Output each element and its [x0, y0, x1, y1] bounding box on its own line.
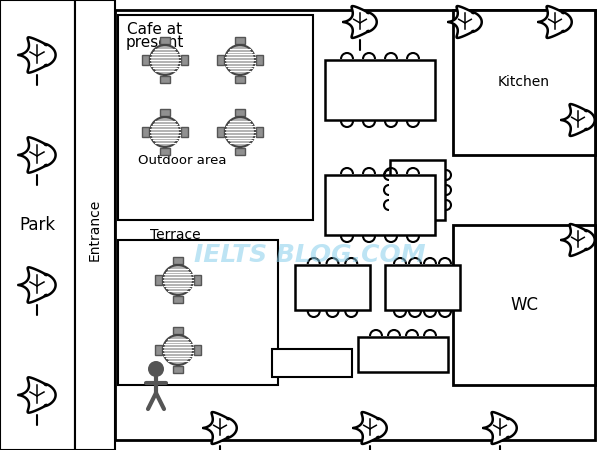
Bar	[155, 345, 162, 355]
Polygon shape	[19, 267, 56, 303]
Bar	[75, 0, 115, 450]
Bar	[358, 337, 448, 372]
Text: Terrace: Terrace	[149, 228, 200, 242]
Circle shape	[225, 45, 255, 75]
Bar	[118, 240, 278, 385]
Bar	[325, 175, 435, 235]
Bar	[235, 76, 245, 83]
Bar	[295, 265, 370, 310]
Bar	[385, 265, 460, 310]
Circle shape	[150, 117, 180, 147]
Bar	[256, 55, 263, 65]
Bar	[235, 109, 245, 116]
Bar	[194, 275, 201, 285]
Text: Cafe at: Cafe at	[127, 22, 182, 37]
Polygon shape	[203, 412, 237, 444]
Polygon shape	[448, 6, 482, 38]
Bar	[160, 109, 170, 116]
Bar	[173, 296, 183, 303]
Text: present: present	[126, 35, 184, 50]
Bar	[181, 127, 188, 137]
Polygon shape	[538, 6, 572, 38]
Bar	[453, 225, 595, 385]
Bar	[390, 160, 445, 220]
Bar	[142, 127, 149, 137]
Bar	[115, 10, 595, 440]
Polygon shape	[19, 137, 56, 173]
Bar	[325, 60, 435, 120]
Circle shape	[163, 335, 193, 365]
Bar	[173, 327, 183, 334]
Bar	[173, 366, 183, 373]
Circle shape	[148, 361, 164, 377]
Bar	[160, 148, 170, 155]
Bar	[0, 0, 75, 450]
Text: WC: WC	[510, 296, 538, 314]
Bar	[155, 275, 162, 285]
Polygon shape	[343, 6, 377, 38]
Polygon shape	[561, 224, 595, 256]
Text: Park: Park	[19, 216, 55, 234]
Polygon shape	[19, 37, 56, 73]
Bar	[142, 55, 149, 65]
Bar	[194, 345, 201, 355]
Polygon shape	[353, 412, 387, 444]
Text: IELTS BLOG.COM: IELTS BLOG.COM	[194, 243, 426, 267]
Bar	[160, 76, 170, 83]
Text: Cashier: Cashier	[292, 358, 332, 368]
Polygon shape	[19, 377, 56, 413]
Bar	[272, 349, 352, 377]
Polygon shape	[561, 104, 595, 136]
Bar	[235, 148, 245, 155]
Bar	[256, 127, 263, 137]
Polygon shape	[483, 412, 517, 444]
Text: Entrance: Entrance	[88, 199, 102, 261]
Bar	[235, 37, 245, 44]
Bar	[181, 55, 188, 65]
Circle shape	[225, 117, 255, 147]
Bar	[118, 15, 313, 220]
Circle shape	[150, 45, 180, 75]
Bar	[173, 257, 183, 264]
Text: Kitchen: Kitchen	[498, 76, 550, 90]
Circle shape	[163, 265, 193, 295]
Bar	[453, 10, 595, 155]
Text: Outdoor area: Outdoor area	[138, 153, 226, 166]
Bar	[217, 127, 224, 137]
Bar	[217, 55, 224, 65]
Bar	[160, 37, 170, 44]
